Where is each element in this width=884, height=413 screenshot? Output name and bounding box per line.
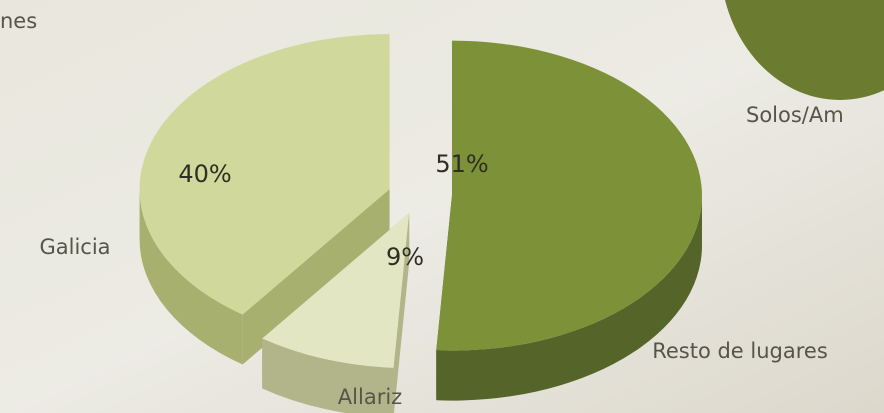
value-label: 40% <box>178 160 231 188</box>
value-label: 9% <box>386 243 424 271</box>
chart: nes Solos/Am 51% Resto de lugares 9% Allari… <box>0 0 884 413</box>
category-label: Allariz <box>338 385 402 409</box>
page: {"chart_data": {"type": "pie3d", "catego… <box>0 0 884 413</box>
value-label: 51% <box>435 150 488 178</box>
category-label: Resto de lugares <box>652 339 828 363</box>
partial-label: Solos/Am <box>746 103 844 127</box>
category-label: Galicia <box>39 235 110 259</box>
partial-label: nes <box>0 9 37 33</box>
